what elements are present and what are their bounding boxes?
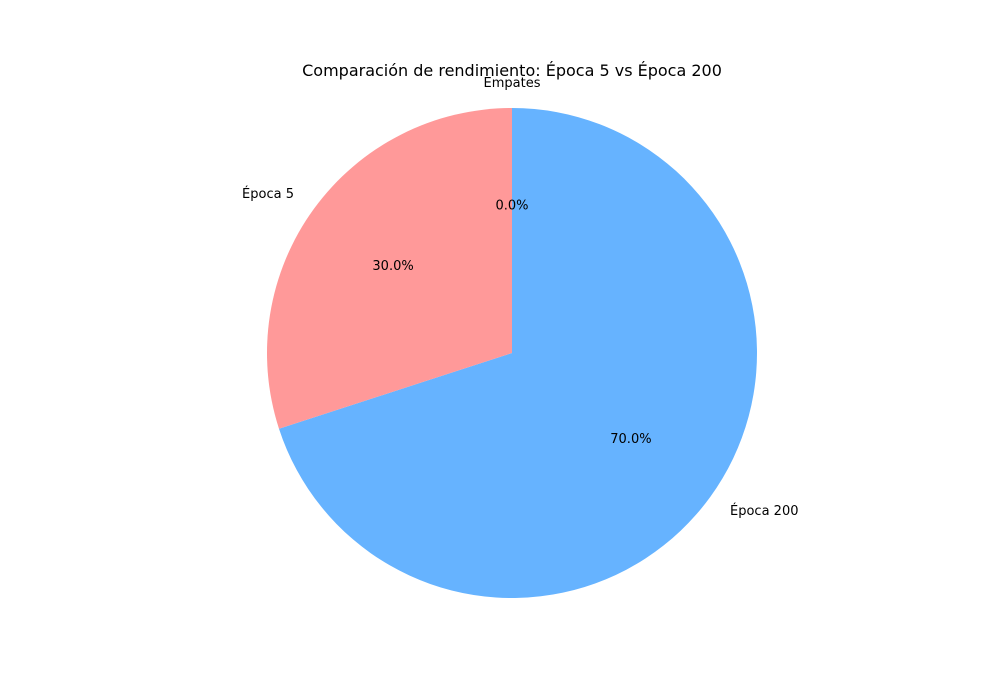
pie-slice-epoca-5	[266, 108, 512, 429]
slice-pct-epoca-200: 70.0%	[610, 432, 651, 447]
slice-label-empates: Empates	[484, 76, 541, 91]
pie-slice-epoca-200	[278, 108, 757, 599]
slice-label-epoca-200: Época 200	[730, 503, 798, 519]
slice-pct-empates: 0.0%	[495, 199, 528, 214]
chart-title: Comparación de rendimiento: Época 5 vs É…	[302, 61, 722, 80]
slice-label-epoca-5: Época 5	[242, 186, 294, 202]
slice-pct-epoca-5: 30.0%	[372, 259, 413, 274]
pie-labels: Empates 0.0% Época 200 70.0% Época 5 30.0%	[242, 76, 798, 519]
pie-slices	[266, 108, 757, 599]
